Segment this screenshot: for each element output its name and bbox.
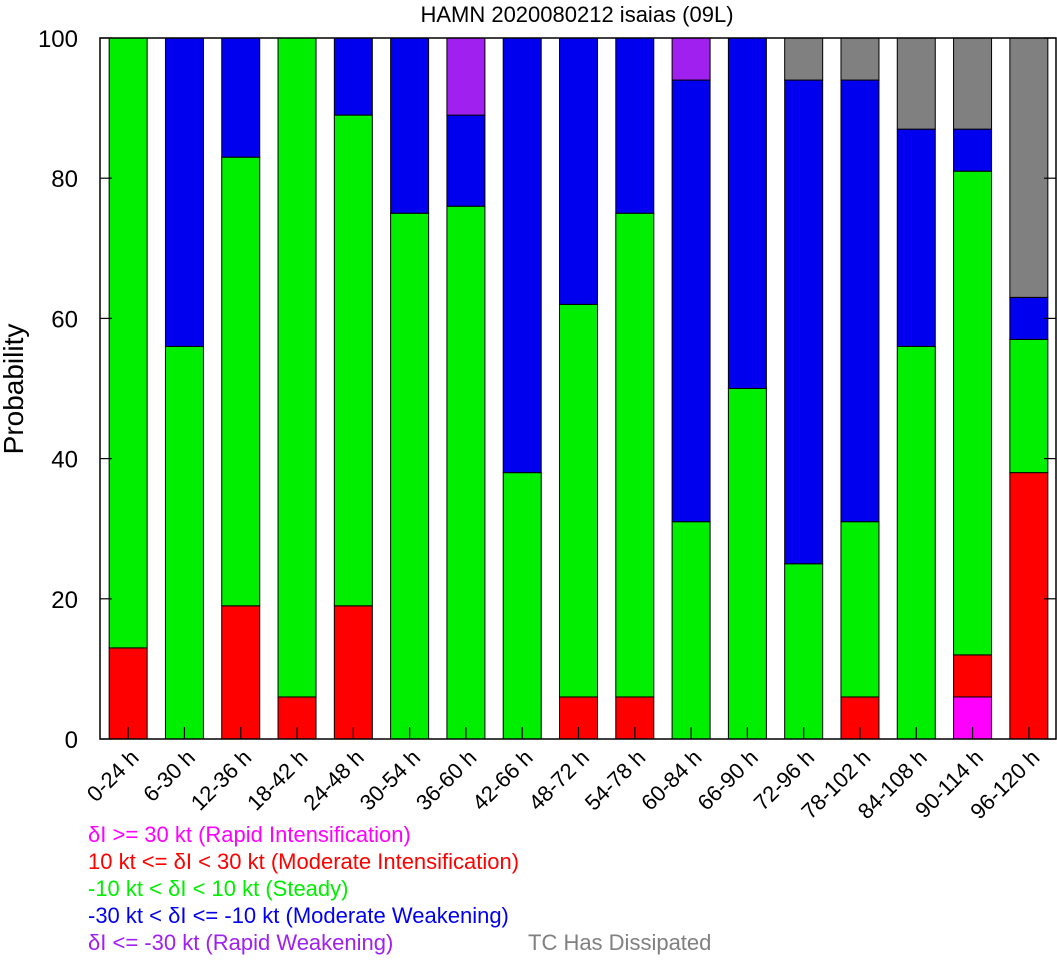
bar-36-60-h-series-2 bbox=[446, 205, 486, 740]
bar-60-84-h-series-2 bbox=[671, 521, 711, 740]
x-tick-label-60-84-h: 60-84 h bbox=[636, 745, 706, 815]
bar-30-54-h-series-2 bbox=[390, 212, 430, 740]
bar-0-24-h-series-2 bbox=[108, 37, 148, 649]
bar-12-36-h-series-1 bbox=[221, 605, 261, 740]
bar-6-30-h-series-3 bbox=[164, 37, 204, 347]
bar-78-102-h-series-3 bbox=[840, 79, 880, 523]
y-tick-label-60: 60 bbox=[51, 306, 78, 333]
bar-48-72-h-series-2 bbox=[559, 303, 598, 698]
bar-60-84-h-series-4 bbox=[671, 37, 711, 81]
bar-12-36-h-series-3 bbox=[221, 37, 261, 158]
x-tick-label-24-48-h: 24-48 h bbox=[298, 745, 368, 815]
legend-item-rapid-weakening: δI <= -30 kt (Rapid Weakening) bbox=[88, 930, 394, 955]
legend-item-moderate-weakening: -30 kt < δI <= -10 kt (Moderate Weakenin… bbox=[88, 903, 509, 928]
y-tick-label-20: 20 bbox=[51, 587, 78, 614]
bar-96-120-h-series-5 bbox=[1009, 37, 1049, 298]
legend-item-moderate-intensification: 10 kt <= δI < 30 kt (Moderate Intensific… bbox=[88, 849, 520, 874]
y-tick-label-0: 0 bbox=[65, 727, 78, 754]
bar-60-84-h-series-3 bbox=[671, 79, 711, 523]
x-tick-label-0-24-h: 0-24 h bbox=[82, 745, 144, 807]
bar-24-48-h-series-2 bbox=[333, 114, 373, 607]
bar-24-48-h-series-3 bbox=[333, 37, 373, 116]
x-tick-label-18-42-h: 18-42 h bbox=[242, 745, 312, 815]
bar-78-102-h-series-2 bbox=[840, 521, 880, 698]
bar-6-30-h-series-2 bbox=[164, 345, 204, 740]
bar-72-96-h-series-3 bbox=[784, 79, 824, 565]
bar-84-108-h-series-5 bbox=[896, 37, 936, 130]
x-tick-label-36-60-h: 36-60 h bbox=[411, 745, 481, 815]
bar-90-114-h-series-1 bbox=[953, 654, 993, 698]
x-tick-label-48-72-h: 48-72 h bbox=[524, 745, 594, 815]
bar-42-66-h-series-2 bbox=[502, 472, 542, 740]
bar-12-36-h-series-2 bbox=[221, 156, 261, 607]
x-tick-label-42-66-h: 42-66 h bbox=[467, 745, 537, 815]
bar-96-120-h-series-3 bbox=[1009, 296, 1049, 340]
bar-18-42-h-series-2 bbox=[277, 37, 317, 698]
bar-78-102-h-series-5 bbox=[840, 37, 880, 81]
bar-30-54-h-series-3 bbox=[390, 37, 430, 214]
x-tick-label-12-36-h: 12-36 h bbox=[186, 745, 256, 815]
x-tick-label-30-54-h: 30-54 h bbox=[355, 745, 425, 815]
bar-36-60-h-series-3 bbox=[446, 114, 486, 207]
bar-90-114-h-series-5 bbox=[953, 37, 993, 130]
y-tick-label-80: 80 bbox=[51, 166, 78, 193]
bar-48-72-h-series-3 bbox=[559, 37, 598, 305]
legend-item-rapid-intensification: δI >= 30 kt (Rapid Intensification) bbox=[88, 822, 411, 847]
bar-90-114-h-series-3 bbox=[953, 128, 993, 172]
bar-84-108-h-series-3 bbox=[896, 128, 936, 347]
bars-layer bbox=[108, 37, 1049, 740]
legend-item-steady: -10 kt < δI < 10 kt (Steady) bbox=[88, 876, 349, 901]
bar-54-78-h-series-3 bbox=[615, 37, 655, 214]
x-tick-label-54-78-h: 54-78 h bbox=[580, 745, 650, 815]
bar-0-24-h-series-1 bbox=[108, 647, 148, 740]
bar-84-108-h-series-2 bbox=[896, 345, 936, 740]
y-tick-label-100: 100 bbox=[38, 26, 78, 53]
bar-66-90-h-series-3 bbox=[727, 37, 767, 389]
bar-96-120-h-series-2 bbox=[1009, 338, 1049, 474]
bar-72-96-h-series-5 bbox=[784, 37, 824, 81]
y-axis-label: Probability bbox=[0, 324, 29, 455]
bar-36-60-h-series-4 bbox=[446, 37, 486, 116]
chart-title: HAMN 2020080212 isaias (09L) bbox=[420, 2, 733, 27]
x-tick-label-66-90-h: 66-90 h bbox=[692, 745, 762, 815]
bar-42-66-h-series-3 bbox=[502, 37, 542, 474]
bar-72-96-h-series-2 bbox=[784, 563, 824, 740]
legend-item-dissipated: TC Has Dissipated bbox=[528, 930, 712, 955]
y-tick-label-40: 40 bbox=[51, 447, 78, 474]
bar-90-114-h-series-2 bbox=[953, 170, 993, 656]
bar-24-48-h-series-1 bbox=[333, 605, 373, 740]
bar-54-78-h-series-2 bbox=[615, 212, 655, 698]
bar-96-120-h-series-1 bbox=[1009, 472, 1049, 740]
bar-66-90-h-series-2 bbox=[727, 388, 767, 740]
